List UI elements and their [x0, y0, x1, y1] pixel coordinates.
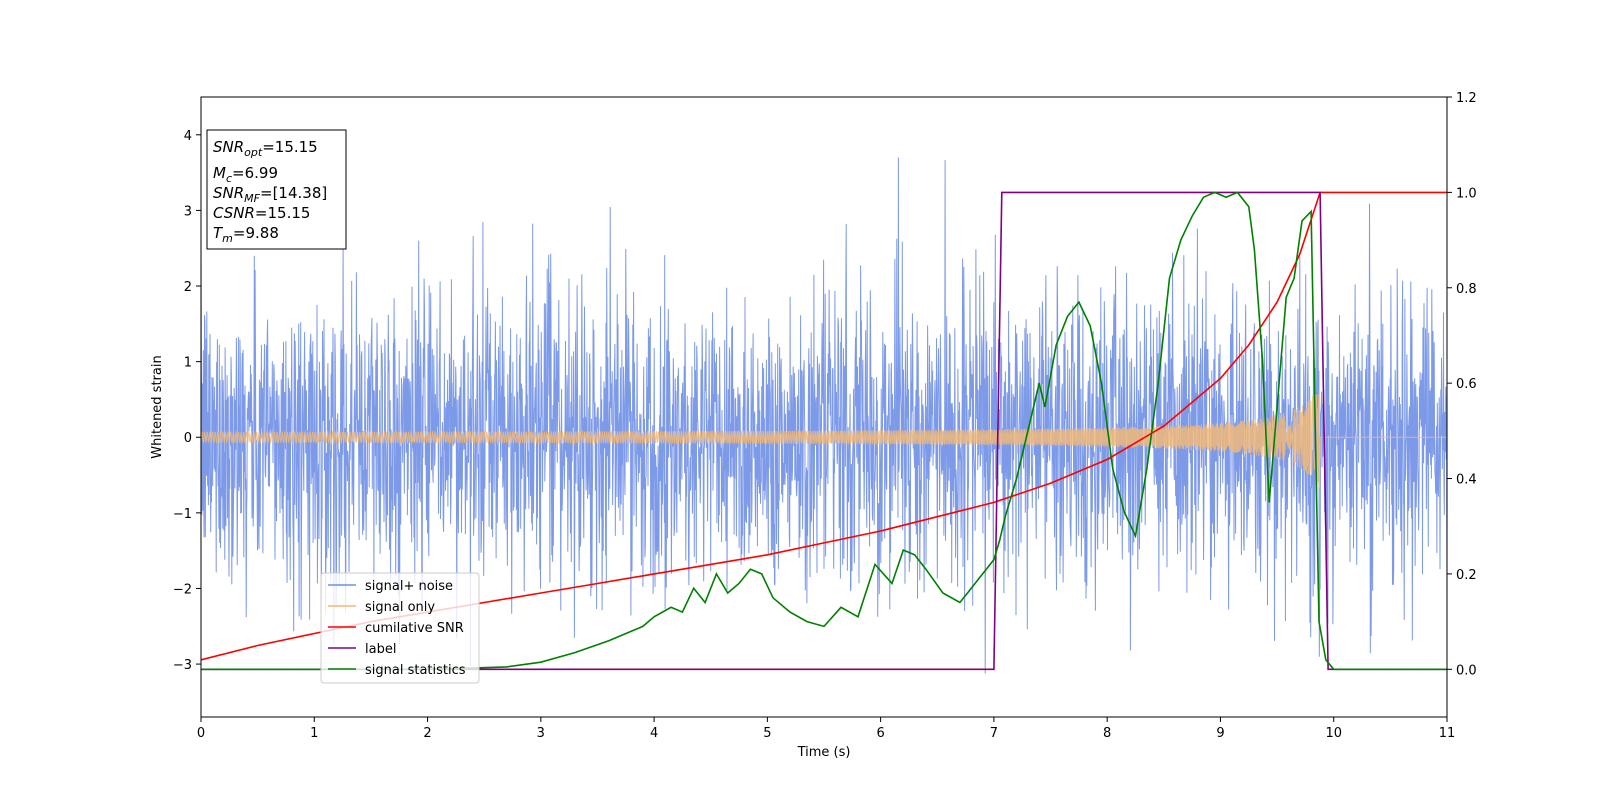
info-tm: Tm=9.88	[213, 224, 279, 245]
plot-frame	[200, 96, 1448, 718]
y-left-tick-label: −3	[173, 658, 192, 673]
y-left-tick-label: 0	[184, 431, 192, 446]
x-tick-label: 3	[537, 726, 545, 741]
y-axis-label: Whitened strain	[150, 355, 165, 458]
x-tick-label: 1	[310, 726, 318, 741]
x-tick-label: 8	[1103, 726, 1111, 741]
x-axis: 0 1 2 3 4 5 6 7 8 9 10 11	[197, 717, 1455, 741]
y-left-tick-label: −1	[173, 507, 192, 522]
series-signal-noise	[201, 157, 1447, 674]
legend-entry-cumulative-snr: cumilative SNR	[328, 621, 464, 636]
legend-entry-signal-statistics: signal statistics	[328, 663, 466, 678]
info-box: SNRopt=15.15 Mc=6.99 SNRMF=[14.38] CSNR=…	[206, 129, 347, 250]
x-tick-label: 11	[1439, 726, 1456, 741]
legend-label: signal statistics	[365, 663, 466, 678]
y-right-tick-label: 0.2	[1456, 568, 1477, 583]
x-tick-label: 7	[990, 726, 998, 741]
y-left-tick-label: 3	[184, 204, 192, 219]
legend-label: cumilative SNR	[365, 621, 464, 636]
series-signal-only	[201, 394, 1447, 488]
legend-entry-signal-noise: signal+ noise	[328, 579, 453, 594]
y-right-tick-label: 0.6	[1456, 377, 1477, 392]
info-snr-opt: SNRopt=15.15	[213, 138, 318, 159]
x-tick-label: 6	[876, 726, 884, 741]
y-axis-left: −3 −2 −1 0 1 2 3 4	[173, 129, 201, 673]
info-snr-mf: SNRMF=[14.38]	[213, 184, 327, 205]
y-right-tick-label: 1.2	[1456, 91, 1477, 106]
legend-entry-signal-only: signal only	[328, 600, 435, 615]
y-left-tick-label: −2	[173, 582, 192, 597]
x-axis-label: Time (s)	[797, 745, 851, 760]
x-tick-label: 4	[650, 726, 658, 741]
legend: signal+ noise signal only cumilative SNR…	[320, 572, 480, 684]
info-box-frame	[206, 129, 347, 250]
info-mc: Mc=6.99	[213, 164, 278, 185]
x-tick-label: 0	[197, 726, 205, 741]
legend-label: signal+ noise	[365, 579, 453, 594]
legend-entry-label: label	[328, 642, 396, 657]
x-tick-label: 2	[423, 726, 431, 741]
y-axis-right: 0.0 0.2 0.4 0.6 0.8 1.0 1.2	[1447, 91, 1477, 678]
x-tick-label: 5	[763, 726, 771, 741]
x-tick-label: 9	[1216, 726, 1224, 741]
info-csnr: CSNR=15.15	[213, 204, 310, 222]
y-left-tick-label: 2	[184, 280, 192, 295]
y-right-tick-label: 0.4	[1456, 473, 1477, 488]
y-right-tick-label: 0.0	[1456, 663, 1477, 678]
legend-label: label	[365, 642, 396, 657]
legend-frame	[320, 572, 480, 684]
legend-label: signal only	[365, 600, 435, 615]
y-right-tick-label: 0.8	[1456, 282, 1477, 297]
y-left-tick-label: 4	[184, 129, 192, 144]
y-right-tick-label: 1.0	[1456, 186, 1477, 201]
series-signal-statistics	[201, 191, 1447, 671]
y-left-tick-label: 1	[184, 356, 192, 371]
x-tick-label: 10	[1325, 726, 1342, 741]
